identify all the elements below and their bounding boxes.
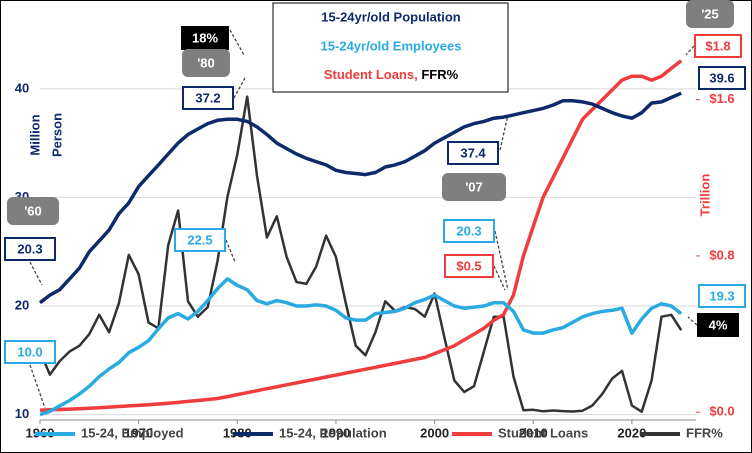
annotation-arrow (29, 364, 46, 409)
annotation: 20.3 (456, 223, 481, 238)
legend-label: Student Loans (498, 425, 588, 440)
y-tick-label: 40 (15, 80, 29, 95)
annotation-box (447, 141, 499, 165)
annotation: 22.5 (187, 232, 212, 247)
x-tick-label: 2010 (519, 425, 548, 440)
annotation: 4% (709, 317, 728, 332)
title: 15-24yr/old Employees (321, 38, 462, 53)
y2-axis-label: Trillion (697, 174, 712, 217)
annotation-box (698, 66, 746, 90)
x-tick-label: 2000 (420, 425, 449, 440)
annotation-box (686, 0, 734, 28)
annotation: '07 (465, 179, 483, 194)
annotation-arrow (233, 77, 246, 99)
annotation: 20.3 (17, 241, 42, 256)
annotation-box (182, 86, 234, 110)
y2-tick-label: $1.6 (709, 91, 734, 106)
annotation: 37.2 (195, 90, 220, 105)
annotation: 19.3 (709, 288, 734, 303)
annotation-arrow (685, 45, 695, 56)
title-box (272, 2, 509, 93)
annotation: 10.0 (17, 344, 42, 359)
title-part: FFR% (418, 67, 459, 82)
legend-label: 15-24, Employed (81, 425, 184, 440)
annotation: '25 (701, 6, 719, 21)
y-axis-label: Million (27, 114, 42, 155)
annotation-box (698, 284, 746, 308)
legend-label: 15-24, Population (279, 425, 387, 440)
x-tick-label: 1990 (321, 425, 350, 440)
annotation-box (444, 254, 494, 278)
annotation: $0.5 (456, 258, 481, 273)
title: 15-24yr/old Population (321, 9, 460, 24)
x-tick-label: 1970 (124, 425, 153, 440)
y-axis-label: Person (49, 113, 64, 157)
annotation-box (442, 173, 506, 201)
legend-label: FFR% (686, 425, 723, 440)
annotation: '60 (24, 203, 42, 218)
annotation-box (694, 34, 742, 58)
series-line (38, 91, 682, 305)
annotation-box (443, 219, 495, 243)
annotation-box (174, 228, 226, 252)
annotation-box (182, 49, 230, 77)
annotation-arrow (499, 114, 509, 151)
annotation-arrow (225, 239, 236, 263)
title: Student Loans, FFR% (324, 67, 459, 82)
y-tick-label: 10 (15, 406, 29, 421)
annotation-box (4, 340, 56, 364)
annotation-box (7, 197, 59, 225)
annotation: 39.6 (709, 70, 734, 85)
annotation-box (697, 313, 739, 337)
annotation: $1.8 (705, 38, 730, 53)
series-line (39, 59, 683, 412)
y-tick-label: 20 (15, 297, 29, 312)
annotation-arrow (494, 230, 509, 291)
annotation-box (4, 237, 56, 261)
y2-tick-label: $0.0 (709, 404, 734, 419)
annotation: 37.4 (460, 145, 486, 160)
annotation: 18% (192, 30, 218, 45)
x-tick-label: 2020 (617, 425, 646, 440)
annotation-arrow (29, 261, 43, 286)
title-part: Student Loans, (324, 67, 418, 82)
annotation-arrow (687, 316, 698, 326)
series-line (39, 277, 683, 417)
y2-tick-label: $0.8 (709, 247, 734, 262)
series-line (38, 95, 683, 413)
annotation: '80 (197, 55, 215, 70)
annotation-arrow (493, 265, 506, 291)
